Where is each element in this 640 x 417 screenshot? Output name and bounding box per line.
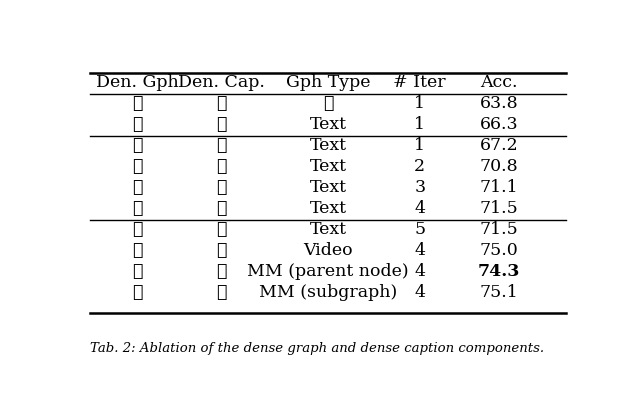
Text: 71.5: 71.5 <box>480 200 518 217</box>
Text: ✓: ✓ <box>132 158 142 175</box>
Text: 63.8: 63.8 <box>480 95 518 113</box>
Text: Acc.: Acc. <box>481 75 518 91</box>
Text: 1: 1 <box>414 95 425 113</box>
Text: ✓: ✓ <box>216 137 227 154</box>
Text: Den. Gph: Den. Gph <box>95 75 179 91</box>
Text: 71.1: 71.1 <box>480 179 518 196</box>
Text: ✓: ✓ <box>132 221 142 238</box>
Text: 4: 4 <box>414 242 425 259</box>
Text: ✓: ✓ <box>132 179 142 196</box>
Text: ✗: ✗ <box>132 95 142 113</box>
Text: 4: 4 <box>414 263 425 280</box>
Text: 66.3: 66.3 <box>480 116 518 133</box>
Text: Den. Cap.: Den. Cap. <box>178 75 265 91</box>
Text: Text: Text <box>310 221 346 238</box>
Text: Text: Text <box>310 158 346 175</box>
Text: 4: 4 <box>414 200 425 217</box>
Text: ✓: ✓ <box>132 284 142 301</box>
Text: 3: 3 <box>414 179 426 196</box>
Text: ✗: ✗ <box>216 116 227 133</box>
Text: 4: 4 <box>414 284 425 301</box>
Text: 5: 5 <box>414 221 426 238</box>
Text: 75.1: 75.1 <box>480 284 518 301</box>
Text: MM (subgraph): MM (subgraph) <box>259 284 397 301</box>
Text: Text: Text <box>310 137 346 154</box>
Text: ✓: ✓ <box>216 284 227 301</box>
Text: 2: 2 <box>414 158 426 175</box>
Text: Gph Type: Gph Type <box>285 75 371 91</box>
Text: Text: Text <box>310 200 346 217</box>
Text: ✓: ✓ <box>216 263 227 280</box>
Text: ✗: ✗ <box>323 95 333 113</box>
Text: Text: Text <box>310 116 346 133</box>
Text: 67.2: 67.2 <box>480 137 518 154</box>
Text: ✓: ✓ <box>216 242 227 259</box>
Text: Text: Text <box>310 179 346 196</box>
Text: ✓: ✓ <box>132 242 142 259</box>
Text: 1: 1 <box>414 116 425 133</box>
Text: 1: 1 <box>414 137 425 154</box>
Text: ✓: ✓ <box>216 158 227 175</box>
Text: ✓: ✓ <box>132 137 142 154</box>
Text: ✓: ✓ <box>132 116 142 133</box>
Text: ✓: ✓ <box>132 263 142 280</box>
Text: Video: Video <box>303 242 353 259</box>
Text: ✗: ✗ <box>216 95 227 113</box>
Text: MM (parent node): MM (parent node) <box>247 263 409 280</box>
Text: 74.3: 74.3 <box>478 263 520 280</box>
Text: ✓: ✓ <box>132 200 142 217</box>
Text: 75.0: 75.0 <box>480 242 518 259</box>
Text: ✓: ✓ <box>216 179 227 196</box>
Text: # Iter: # Iter <box>394 75 446 91</box>
Text: 71.5: 71.5 <box>480 221 518 238</box>
Text: ✓: ✓ <box>216 221 227 238</box>
Text: ✓: ✓ <box>216 200 227 217</box>
Text: 70.8: 70.8 <box>480 158 518 175</box>
Text: Tab. 2: Ablation of the dense graph and dense caption components.: Tab. 2: Ablation of the dense graph and … <box>90 342 544 355</box>
